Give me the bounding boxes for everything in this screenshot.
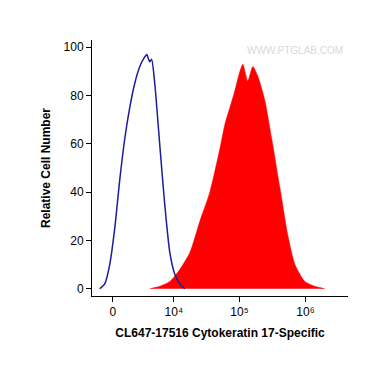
svg-text:WWW.PTGLAB.COM: WWW.PTGLAB.COM (247, 45, 343, 56)
svg-text:Relative Cell Number: Relative Cell Number (39, 108, 53, 228)
svg-text:CL647-17516 Cytokeratin 17-Spe: CL647-17516 Cytokeratin 17-Specific (115, 326, 325, 340)
svg-text:80: 80 (70, 89, 84, 103)
svg-text:20: 20 (70, 234, 84, 248)
svg-text:10⁵: 10⁵ (230, 305, 248, 319)
svg-text:40: 40 (70, 185, 84, 199)
svg-text:0: 0 (77, 282, 84, 296)
svg-text:10⁶: 10⁶ (296, 305, 314, 319)
svg-text:10⁴: 10⁴ (165, 305, 184, 319)
svg-text:0: 0 (109, 305, 116, 319)
svg-text:60: 60 (70, 137, 84, 151)
svg-text:100: 100 (64, 40, 84, 54)
